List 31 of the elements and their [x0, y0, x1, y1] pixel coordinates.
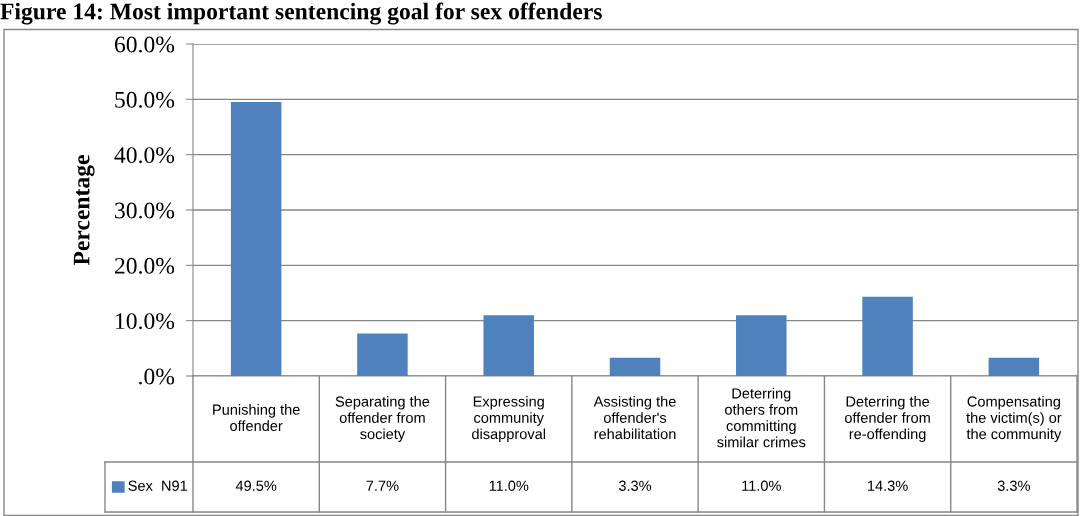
x-tick-label: Separating the offender from society [335, 395, 430, 443]
x-tick-label: Assisting the offender's rehabilitation [593, 395, 676, 440]
bar [736, 315, 787, 376]
data-label: 3.3% [997, 480, 1030, 491]
x-tick-label: Punishing the offender [213, 404, 300, 432]
x-tick-label: Compensating the victim(s) or the community [966, 395, 1062, 443]
y-tick-label: 20.0% [114, 257, 175, 274]
data-label: 3.3% [618, 480, 652, 491]
y-tick-label: 40.0% [114, 147, 175, 164]
data-label: 7.7% [366, 480, 399, 491]
y-tick-label: .0% [139, 368, 175, 385]
data-label: 11.0% [742, 480, 781, 491]
y-tick-label: 30.0% [115, 202, 175, 219]
x-tick-label: Deterring others from committing similar crimes [717, 387, 806, 448]
bar [988, 357, 1040, 376]
bar [230, 102, 282, 376]
x-tick-label: Expressing community disapproval [472, 395, 546, 443]
data-label: 11.0% [489, 480, 529, 491]
chart-title: Figure 14: Most important sentencing goal for sex offenders [0, 2, 602, 25]
bar [862, 296, 913, 376]
y-axis-title: Percentage [73, 155, 95, 266]
data-label: 49.5% [235, 480, 277, 491]
data-label: 14.3% [868, 480, 908, 491]
y-tick-label: 60.0% [114, 36, 175, 53]
y-tick-label: 10.0% [116, 313, 175, 330]
legend-label: Sex N91 [128, 480, 188, 491]
x-tick-label: Deterring the offender from re-offending [844, 395, 930, 443]
y-tick-label: 50.0% [115, 91, 175, 108]
bar [357, 333, 408, 376]
bar [609, 357, 661, 376]
bar [483, 315, 534, 376]
